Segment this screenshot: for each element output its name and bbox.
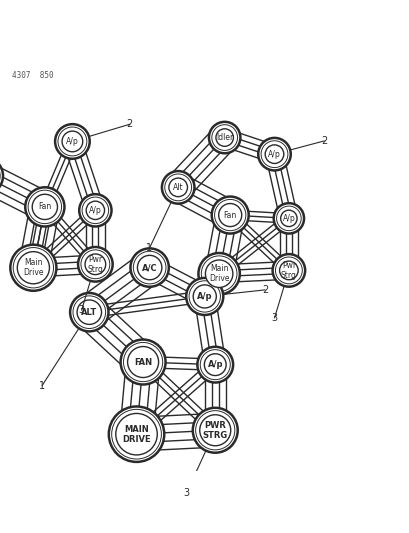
- Text: Alt: Alt: [173, 183, 183, 192]
- Circle shape: [198, 253, 239, 294]
- Circle shape: [32, 194, 57, 220]
- Text: 2: 2: [320, 136, 327, 146]
- Circle shape: [192, 408, 237, 453]
- Circle shape: [275, 257, 301, 284]
- Circle shape: [197, 347, 233, 383]
- Circle shape: [209, 122, 240, 154]
- Circle shape: [0, 157, 3, 195]
- Circle shape: [204, 354, 226, 376]
- Circle shape: [201, 256, 236, 292]
- Circle shape: [272, 254, 304, 287]
- Circle shape: [55, 124, 90, 159]
- Circle shape: [78, 247, 112, 281]
- Circle shape: [193, 285, 216, 308]
- Circle shape: [82, 197, 108, 224]
- Circle shape: [186, 278, 223, 315]
- Circle shape: [108, 407, 164, 462]
- Circle shape: [164, 174, 191, 201]
- Circle shape: [200, 350, 230, 379]
- Circle shape: [25, 187, 64, 227]
- Text: 3: 3: [79, 305, 84, 315]
- Circle shape: [81, 250, 110, 279]
- Text: FAN: FAN: [134, 358, 152, 367]
- Text: Idler: Idler: [216, 133, 233, 142]
- Circle shape: [214, 199, 245, 231]
- Circle shape: [130, 248, 169, 287]
- Text: MAIN
DRIVE: MAIN DRIVE: [122, 425, 151, 443]
- Circle shape: [111, 409, 161, 459]
- Text: A/p: A/p: [66, 137, 79, 146]
- Text: 3: 3: [183, 488, 189, 498]
- Text: A/p: A/p: [267, 150, 280, 159]
- Text: A/p: A/p: [89, 206, 101, 215]
- Text: A/C: A/C: [142, 263, 157, 272]
- Circle shape: [162, 171, 194, 204]
- Text: Fan: Fan: [223, 211, 236, 220]
- Circle shape: [211, 197, 248, 233]
- Circle shape: [137, 255, 162, 280]
- Circle shape: [115, 414, 157, 455]
- Circle shape: [189, 281, 220, 312]
- Text: Pwr
Strg: Pwr Strg: [280, 261, 296, 280]
- Circle shape: [70, 293, 108, 332]
- Text: PWR
STRG: PWR STRG: [202, 421, 227, 440]
- Text: 3: 3: [271, 313, 277, 323]
- Circle shape: [10, 245, 56, 291]
- Circle shape: [169, 178, 187, 197]
- Circle shape: [127, 346, 158, 377]
- Circle shape: [13, 247, 54, 288]
- Text: 1: 1: [146, 243, 152, 253]
- Text: Main
Drive: Main Drive: [23, 259, 43, 277]
- Circle shape: [85, 254, 106, 274]
- Circle shape: [265, 145, 283, 164]
- Circle shape: [199, 415, 230, 446]
- Circle shape: [58, 127, 87, 156]
- Circle shape: [273, 203, 303, 233]
- Circle shape: [86, 201, 104, 220]
- Circle shape: [62, 131, 83, 152]
- Circle shape: [195, 410, 234, 450]
- Circle shape: [280, 210, 297, 227]
- Text: 2: 2: [261, 285, 267, 295]
- Circle shape: [218, 204, 241, 227]
- Circle shape: [17, 252, 49, 284]
- Text: 2: 2: [126, 119, 133, 129]
- Circle shape: [73, 296, 106, 328]
- Text: Fan: Fan: [38, 203, 52, 212]
- Text: ALT: ALT: [81, 308, 97, 317]
- Circle shape: [28, 190, 61, 224]
- Circle shape: [211, 125, 237, 150]
- Circle shape: [216, 129, 233, 146]
- Circle shape: [120, 340, 165, 384]
- Circle shape: [205, 260, 232, 287]
- Circle shape: [261, 141, 287, 167]
- Text: 4307  850: 4307 850: [12, 70, 54, 79]
- Circle shape: [276, 206, 301, 231]
- Circle shape: [258, 138, 290, 171]
- Circle shape: [77, 300, 101, 325]
- Text: A/p: A/p: [196, 292, 212, 301]
- Text: Main
Drive: Main Drive: [208, 264, 229, 283]
- Circle shape: [123, 342, 162, 382]
- Circle shape: [79, 194, 111, 227]
- Text: A/p: A/p: [282, 214, 294, 223]
- Text: Pwr
Strg: Pwr Strg: [87, 255, 103, 273]
- Text: A/p: A/p: [207, 360, 222, 369]
- Circle shape: [279, 261, 297, 280]
- Circle shape: [133, 251, 166, 284]
- Text: 1: 1: [39, 381, 45, 391]
